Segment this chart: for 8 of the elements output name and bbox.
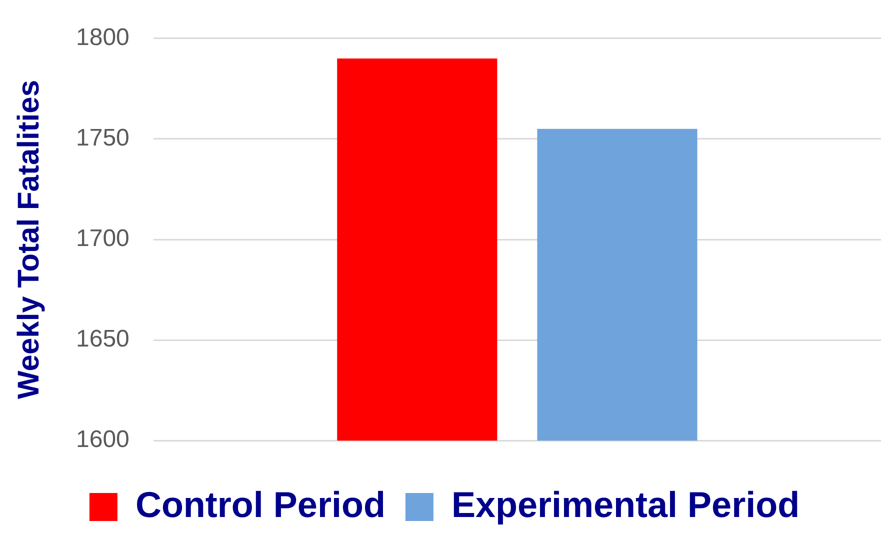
y-tick-label: 1650 xyxy=(76,326,130,353)
legend-label: Experimental Period xyxy=(451,484,800,525)
y-tick-label: 1750 xyxy=(76,124,130,152)
legend-label: Control Period xyxy=(135,484,386,525)
y-axis-title: Weekly Total Fatalities xyxy=(12,80,46,399)
y-tick-label: 1600 xyxy=(76,426,130,454)
y-tick-label: 1700 xyxy=(76,225,130,252)
y-tick-label: 1800 xyxy=(76,24,130,52)
